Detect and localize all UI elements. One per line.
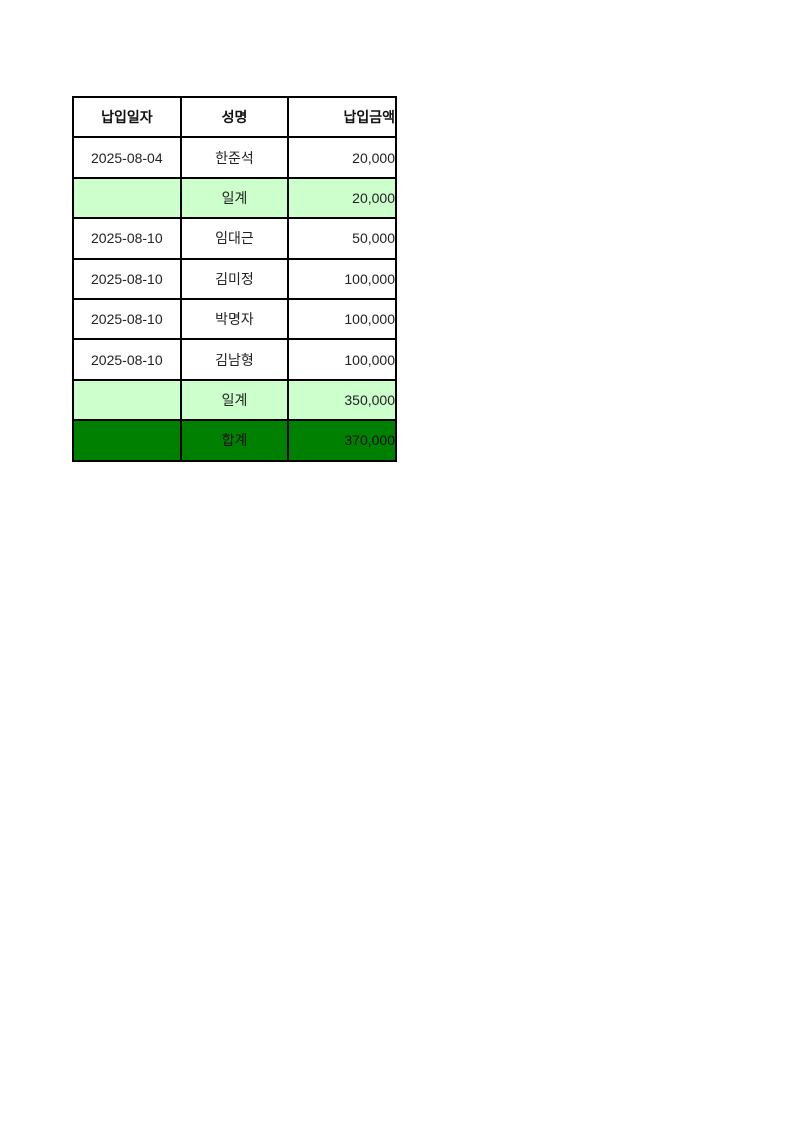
- amount-cell: 370,000: [287, 419, 397, 462]
- amount-cell: 50,000: [287, 217, 397, 260]
- table-row: 2025-08-10 임대근 50,000: [72, 217, 397, 260]
- name-cell: 한준석: [179, 136, 290, 179]
- amount-cell: 100,000: [287, 297, 397, 341]
- header-cell-payment-amount: 납입금액: [287, 95, 397, 139]
- date-cell: 2025-08-10: [72, 297, 182, 341]
- name-cell: 일계: [179, 176, 290, 220]
- name-cell: 합계: [179, 419, 290, 462]
- date-cell: [72, 419, 182, 462]
- amount-cell: 100,000: [287, 338, 397, 381]
- total-row: 합계 370,000: [72, 419, 397, 462]
- table-body: 2025-08-04 한준석 20,000 일계 20,000 2025-08-10 임대근…: [72, 136, 397, 462]
- date-cell: [72, 176, 182, 220]
- name-cell: 김남형: [179, 338, 290, 381]
- amount-cell: 350,000: [287, 378, 397, 422]
- subtotal-row: 일계 20,000: [72, 176, 397, 220]
- name-cell: 일계: [179, 378, 290, 422]
- subtotal-row: 일계 350,000: [72, 378, 397, 422]
- date-cell: 2025-08-04: [72, 136, 182, 179]
- header-cell-name: 성명: [179, 95, 290, 139]
- table-row: 2025-08-10 김미정 100,000: [72, 257, 397, 300]
- date-cell: 2025-08-10: [72, 257, 182, 300]
- table-row: 2025-08-10 김남형 100,000: [72, 338, 397, 381]
- date-cell: 2025-08-10: [72, 338, 182, 381]
- date-cell: 2025-08-10: [72, 217, 182, 260]
- name-cell: 박명자: [179, 297, 290, 341]
- amount-cell: 20,000: [287, 176, 397, 220]
- name-cell: 임대근: [179, 217, 290, 260]
- table-row: 2025-08-04 한준석 20,000: [72, 136, 397, 179]
- amount-cell: 20,000: [287, 136, 397, 179]
- header-cell-payment-date: 납입일자: [72, 95, 182, 139]
- date-cell: [72, 378, 182, 422]
- table-row: 2025-08-10 박명자 100,000: [72, 297, 397, 341]
- payment-table: 납입일자 성명 납입금액 2025-08-04 한준석 20,000 일계 20,000…: [72, 95, 397, 462]
- amount-cell: 100,000: [287, 257, 397, 300]
- header-row: 납입일자 성명 납입금액: [72, 95, 397, 139]
- table-header: 납입일자 성명 납입금액: [72, 95, 397, 139]
- name-cell: 김미정: [179, 257, 290, 300]
